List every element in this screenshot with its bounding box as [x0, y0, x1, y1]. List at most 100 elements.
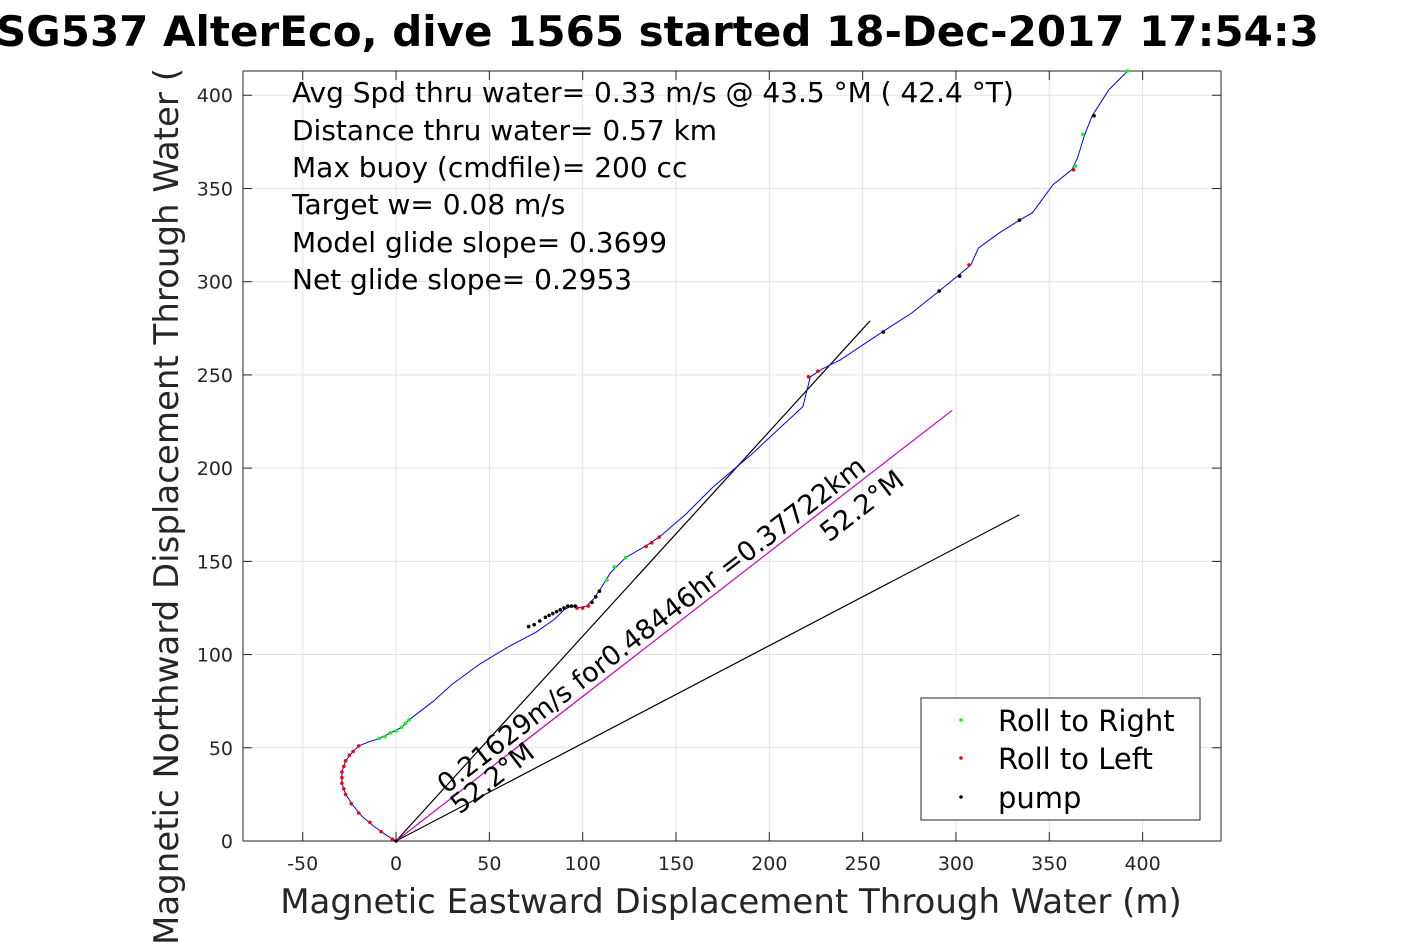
legend-marker-pump: [959, 795, 963, 799]
x-tick-label: 250: [845, 853, 881, 875]
pump-marker: [569, 604, 574, 608]
direction-lines: [395, 320, 1020, 842]
roll-to-left-marker: [341, 786, 346, 791]
pump-marker: [532, 622, 536, 627]
roll-to-right-marker: [399, 725, 404, 730]
pump-marker: [526, 624, 531, 629]
roll-to-left-marker: [580, 606, 585, 610]
pump-marker: [547, 613, 551, 618]
roll-to-left-marker: [967, 263, 971, 267]
pump-marker: [394, 839, 398, 843]
info-line-net-glide-slope: Net glide slope= 0.2953: [292, 263, 632, 296]
roll-to-right-marker: [394, 729, 398, 733]
info-line-max-buoy: Max buoy (cmdfile)= 200 cc: [292, 151, 687, 184]
pump-marker: [537, 619, 542, 623]
legend-marker-roll-right: [959, 718, 963, 722]
x-axis-label: Magnetic Eastward Displacement Through W…: [280, 882, 1182, 922]
x-tick-label: 100: [565, 853, 601, 875]
roll-to-left-marker: [347, 753, 352, 758]
y-tick-label: 200: [197, 458, 233, 480]
roll-to-left-marker: [349, 801, 354, 806]
roll-to-left-marker: [644, 544, 648, 549]
pump-marker: [543, 615, 548, 620]
roll-to-left-marker: [356, 811, 361, 815]
info-line-distance: Distance thru water= 0.57 km: [292, 114, 717, 147]
x-tick-label: 400: [1124, 853, 1160, 875]
roll-to-right-marker: [407, 718, 411, 722]
y-tick-label: 100: [197, 645, 233, 667]
roll-to-left-marker: [649, 540, 654, 545]
roll-to-right-marker: [383, 734, 387, 739]
roll-to-left-marker: [379, 829, 383, 834]
pump-marker: [590, 600, 594, 605]
roll-to-right-marker: [403, 721, 408, 726]
info-line-target-w: Target w= 0.08 m/s: [291, 188, 565, 221]
plot-area: [242, 70, 1222, 842]
y-axis-label: Magnetic Northward Displacement Through …: [147, 68, 187, 945]
heading-line: [395, 514, 1020, 842]
roll-to-left-marker: [806, 374, 811, 379]
x-tick-label: 0: [390, 853, 402, 875]
pump-marker: [597, 589, 602, 593]
y-tick-label: 400: [197, 85, 233, 107]
roll-to-left-marker: [356, 744, 361, 748]
roll-to-left-marker: [340, 770, 344, 774]
legend-marker-roll-left: [959, 756, 963, 760]
y-tick-label: 250: [197, 365, 233, 387]
roll-to-left-marker: [351, 749, 355, 754]
roll-to-right-marker: [388, 731, 393, 735]
y-tick-label: 300: [197, 272, 233, 294]
roll-to-left-marker: [368, 820, 372, 825]
pump-marker: [1092, 113, 1096, 118]
roll-pump-markers: [340, 69, 1130, 843]
roll-to-left-marker: [340, 775, 344, 780]
heading-line: [395, 320, 871, 842]
pump-marker: [573, 604, 578, 608]
pump-marker: [551, 611, 555, 616]
pump-marker: [1017, 218, 1022, 222]
roll-to-left-marker: [390, 837, 395, 841]
roll-to-right-marker: [1081, 132, 1085, 137]
x-tick-label: 50: [477, 853, 501, 875]
x-tick-label: 200: [751, 853, 787, 875]
info-line-model-glide-slope: Model glide slope= 0.3699: [292, 226, 667, 259]
axis-ticks: -50 0 50 100 150 200 250 300 350 400 0 50 100 150 200 2…: [197, 71, 1221, 875]
y-tick-label: 0: [221, 831, 233, 853]
pump-marker: [957, 274, 962, 278]
legend-label-pump: pump: [998, 781, 1081, 815]
roll-to-left-marker: [343, 792, 348, 797]
roll-to-right-marker: [1125, 69, 1130, 73]
y-tick-label: 150: [197, 551, 233, 573]
pump-marker: [565, 604, 570, 608]
roll-to-left-marker: [657, 535, 662, 539]
pump-marker: [881, 330, 885, 334]
y-tick-label: 350: [197, 178, 233, 200]
pump-marker: [562, 606, 566, 610]
info-line-avg-speed: Avg Spd thru water= 0.33 m/s @ 43.5 °M (…: [292, 76, 1014, 109]
roll-to-right-marker: [605, 578, 609, 582]
roll-to-left-marker: [1071, 168, 1076, 172]
dive-info-text: Avg Spd thru water= 0.33 m/s @ 43.5 °M (…: [291, 76, 1014, 296]
pump-marker: [558, 608, 563, 612]
roll-to-left-marker: [343, 759, 348, 763]
pump-marker: [554, 609, 559, 614]
x-tick-label: 350: [1031, 853, 1067, 875]
roll-to-right-marker: [623, 555, 628, 560]
x-tick-label: -50: [287, 853, 318, 875]
pump-marker: [937, 289, 941, 293]
roll-to-right-marker: [377, 736, 382, 741]
legend-label-roll-right: Roll to Right: [998, 704, 1175, 738]
roll-to-right-marker: [1073, 164, 1078, 168]
pump-marker: [593, 594, 598, 599]
legend: Roll to Right Roll to Left pump: [920, 697, 1201, 821]
roll-to-left-marker: [340, 781, 344, 786]
legend-box: [920, 697, 1201, 821]
x-tick-label: 300: [938, 853, 974, 875]
roll-to-right-marker: [612, 565, 617, 569]
roll-to-left-marker: [341, 764, 346, 769]
x-tick-label: 150: [658, 853, 694, 875]
heading-line: [395, 409, 953, 842]
chart-title: SG537 AlterEco, dive 1565 started 18-Dec…: [0, 7, 1319, 56]
y-tick-label: 50: [209, 738, 233, 760]
